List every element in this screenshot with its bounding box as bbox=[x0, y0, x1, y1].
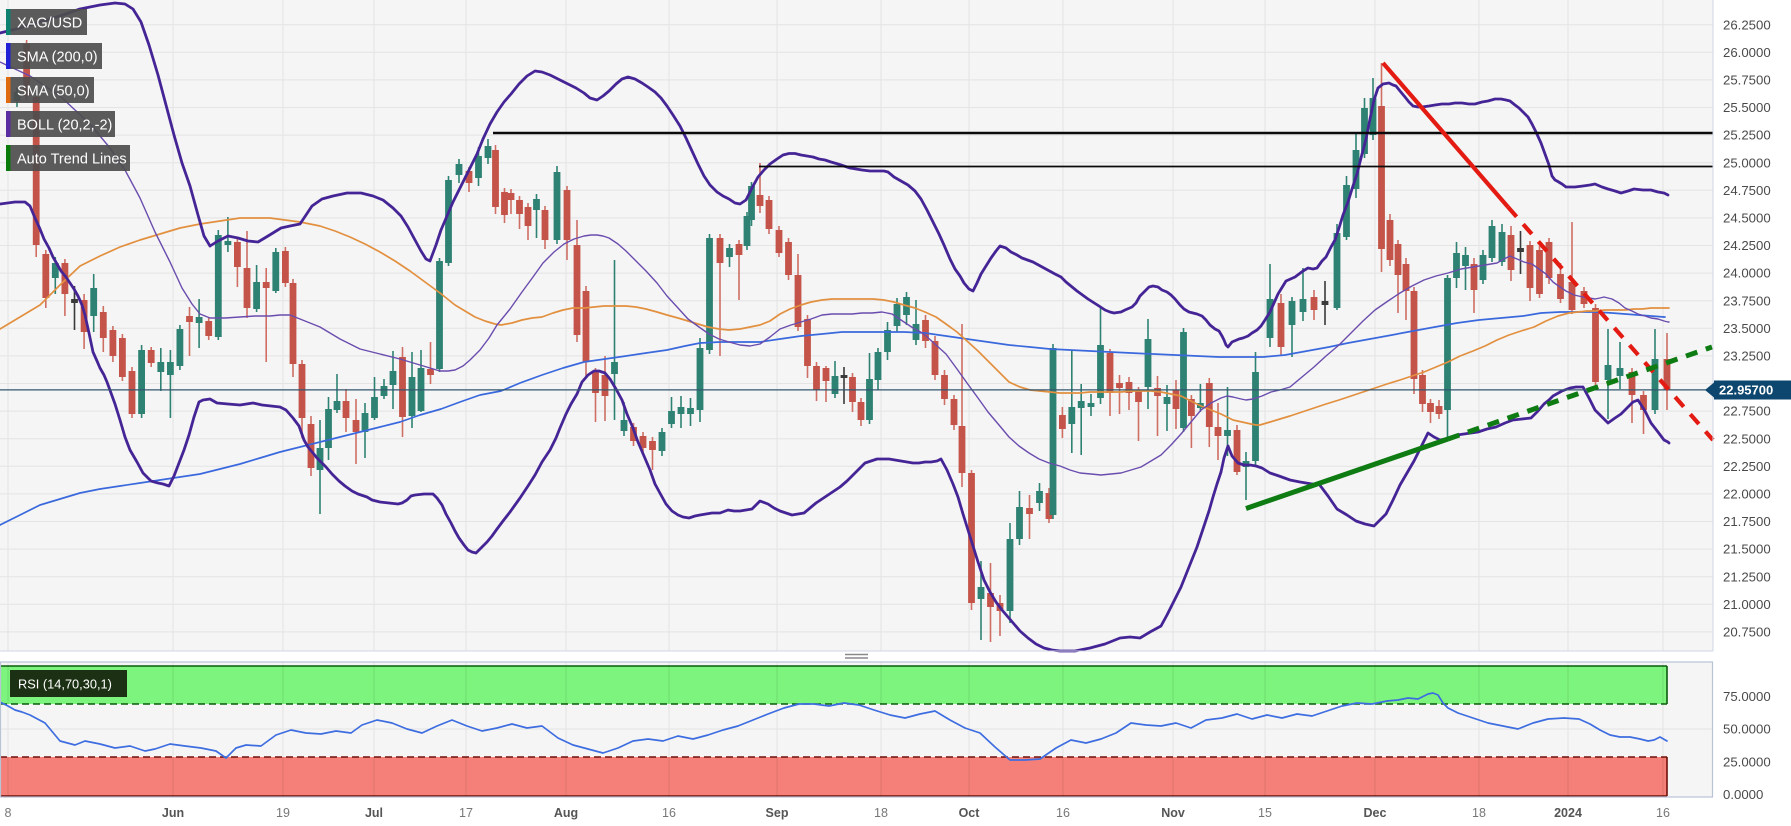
svg-text:Auto Trend Lines: Auto Trend Lines bbox=[17, 152, 127, 168]
svg-text:18: 18 bbox=[874, 806, 888, 820]
svg-text:22.0000: 22.0000 bbox=[1723, 487, 1771, 502]
svg-text:16: 16 bbox=[662, 806, 676, 820]
svg-text:23.5000: 23.5000 bbox=[1723, 321, 1771, 336]
svg-text:22.5000: 22.5000 bbox=[1723, 431, 1771, 446]
svg-text:20.7500: 20.7500 bbox=[1723, 625, 1771, 640]
svg-text:24.7500: 24.7500 bbox=[1723, 183, 1771, 198]
svg-text:22.95700: 22.95700 bbox=[1719, 383, 1773, 398]
svg-text:Nov: Nov bbox=[1161, 806, 1185, 820]
svg-text:25.7500: 25.7500 bbox=[1723, 73, 1771, 88]
svg-text:21.7500: 21.7500 bbox=[1723, 514, 1771, 529]
svg-text:RSI (14,70,30,1): RSI (14,70,30,1) bbox=[18, 677, 112, 692]
svg-text:8: 8 bbox=[5, 806, 12, 820]
svg-text:75.0000: 75.0000 bbox=[1723, 689, 1771, 704]
svg-text:26.2500: 26.2500 bbox=[1723, 17, 1771, 32]
svg-text:25.0000: 25.0000 bbox=[1723, 155, 1771, 170]
svg-text:21.0000: 21.0000 bbox=[1723, 597, 1771, 612]
svg-text:24.5000: 24.5000 bbox=[1723, 211, 1771, 226]
svg-text:15: 15 bbox=[1258, 806, 1272, 820]
svg-text:24.0000: 24.0000 bbox=[1723, 266, 1771, 281]
svg-text:16: 16 bbox=[1056, 806, 1070, 820]
svg-text:Jun: Jun bbox=[162, 806, 184, 820]
svg-text:24.2500: 24.2500 bbox=[1723, 238, 1771, 253]
svg-text:Dec: Dec bbox=[1364, 806, 1387, 820]
svg-text:SMA (200,0): SMA (200,0) bbox=[17, 50, 98, 66]
svg-text:XAG/USD: XAG/USD bbox=[17, 16, 82, 32]
svg-text:22.7500: 22.7500 bbox=[1723, 404, 1771, 419]
svg-text:Aug: Aug bbox=[554, 806, 578, 820]
svg-text:0.0000: 0.0000 bbox=[1723, 787, 1763, 802]
svg-text:BOLL (20,2,-2): BOLL (20,2,-2) bbox=[17, 118, 112, 134]
svg-text:26.0000: 26.0000 bbox=[1723, 45, 1771, 60]
svg-text:22.2500: 22.2500 bbox=[1723, 459, 1771, 474]
svg-text:23.2500: 23.2500 bbox=[1723, 349, 1771, 364]
svg-text:25.0000: 25.0000 bbox=[1723, 755, 1771, 770]
svg-text:25.2500: 25.2500 bbox=[1723, 128, 1771, 143]
svg-text:Oct: Oct bbox=[959, 806, 981, 820]
svg-text:17: 17 bbox=[459, 806, 473, 820]
svg-text:SMA (50,0): SMA (50,0) bbox=[17, 84, 90, 100]
svg-text:21.2500: 21.2500 bbox=[1723, 569, 1771, 584]
svg-text:21.5000: 21.5000 bbox=[1723, 542, 1771, 557]
svg-text:23.7500: 23.7500 bbox=[1723, 293, 1771, 308]
svg-text:18: 18 bbox=[1472, 806, 1486, 820]
svg-text:16: 16 bbox=[1656, 806, 1670, 820]
svg-text:19: 19 bbox=[276, 806, 290, 820]
svg-text:2024: 2024 bbox=[1554, 806, 1582, 820]
svg-text:50.0000: 50.0000 bbox=[1723, 722, 1771, 737]
svg-text:Jul: Jul bbox=[365, 806, 383, 820]
svg-text:Sep: Sep bbox=[766, 806, 789, 820]
svg-text:25.5000: 25.5000 bbox=[1723, 100, 1771, 115]
